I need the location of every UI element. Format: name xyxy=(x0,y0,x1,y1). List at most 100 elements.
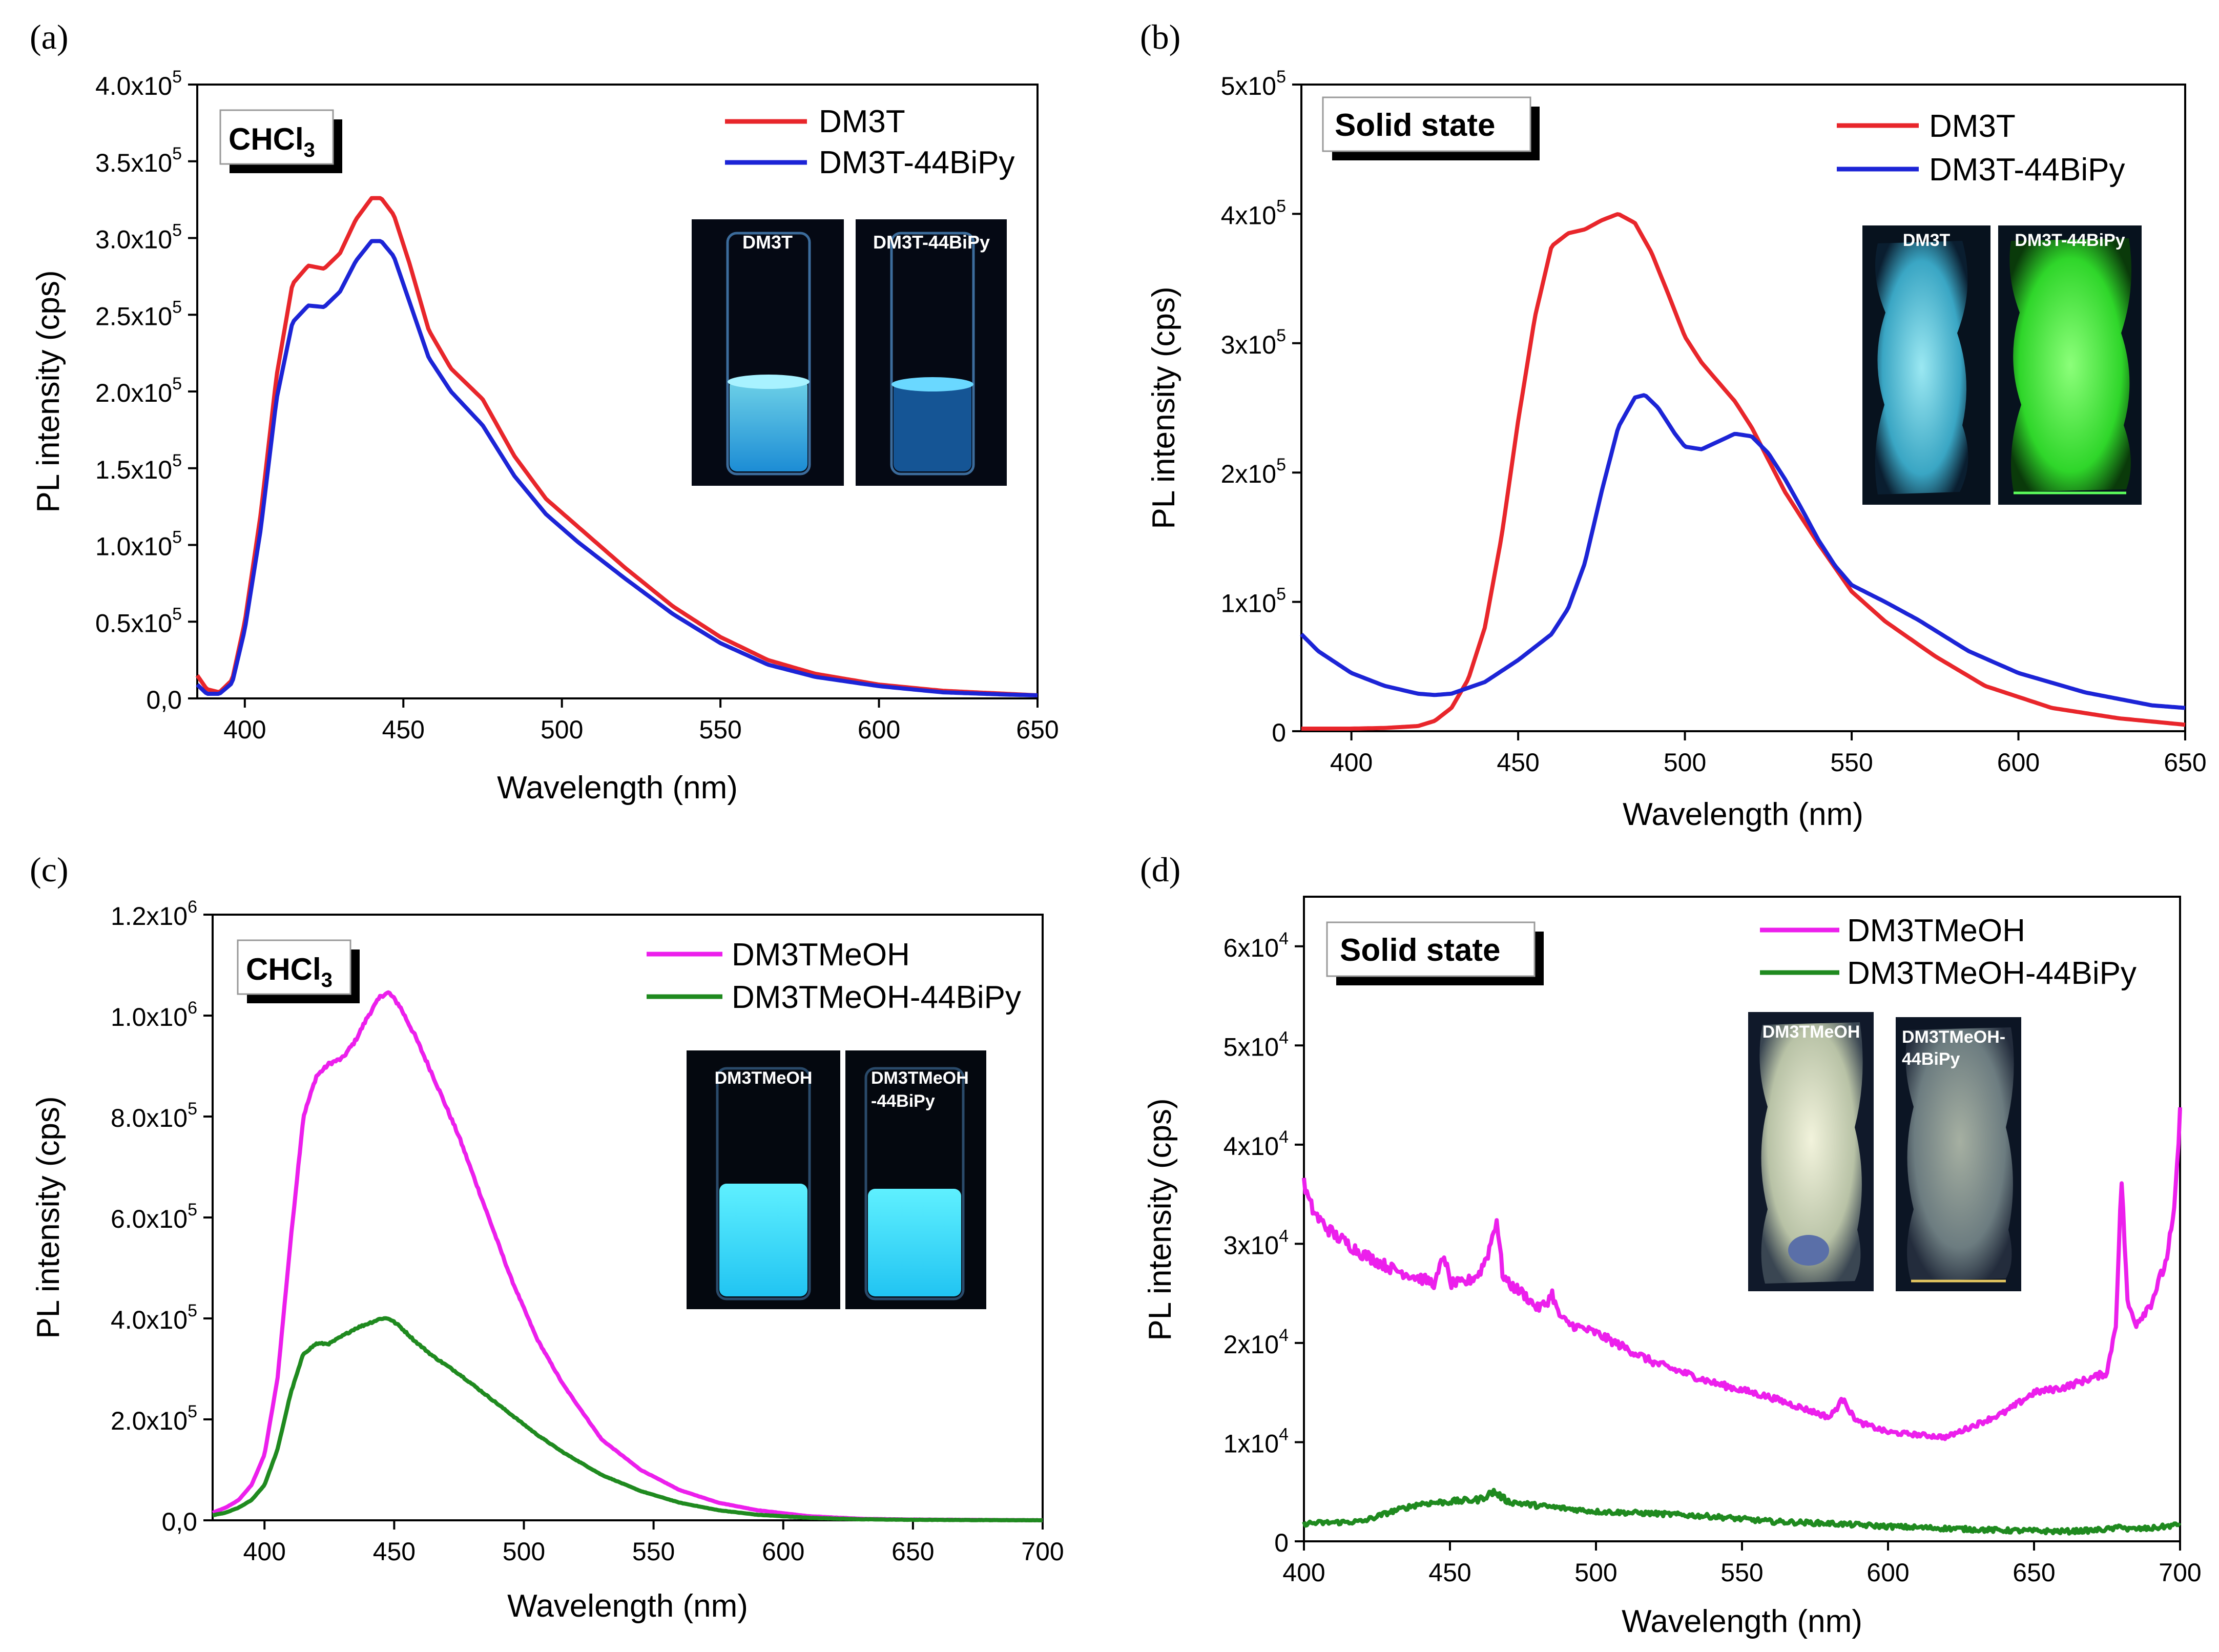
y-tick-label: 0,0 xyxy=(146,686,182,714)
legend-label-dm3t: DM3T xyxy=(819,104,905,139)
inset-label-dm3tmeoh: DM3TMeOH xyxy=(715,1068,813,1088)
inset-label-dm3t: DM3T xyxy=(1903,231,1951,250)
x-tick-label: 700 xyxy=(1021,1537,1064,1566)
y-tick-label: 0,0 xyxy=(161,1508,197,1536)
x-axis-ticks: 400 450 500 550 600 650 700 xyxy=(243,1520,1064,1566)
x-tick-label: 450 xyxy=(373,1537,416,1566)
y-tick-label: 1.2x106 xyxy=(111,897,197,931)
data-series xyxy=(1300,212,2186,731)
y-tick-label: 4x104 xyxy=(1223,1127,1289,1161)
panel-label: (a) xyxy=(30,17,68,56)
legend: DM3TMeOH DM3TMeOH-44BiPy xyxy=(1760,913,2137,991)
legend: DM3T DM3T-44BiPy xyxy=(725,104,1014,180)
y-tick-label: 1.5x105 xyxy=(95,451,182,484)
y-tick-label: 4.0x105 xyxy=(95,67,182,100)
y-tick-label: 6x104 xyxy=(1223,929,1289,962)
panel-c: (c) 0,0 2.0x105 4.0x105 6.0x105 8.0x105 1.0x1… xyxy=(30,850,1064,1624)
y-tick-label: 2.0x105 xyxy=(111,1402,197,1435)
y-tick-label: 8.0x105 xyxy=(111,1099,197,1132)
y-tick-label: 2x105 xyxy=(1221,455,1286,488)
legend-label-dm3tmeoh: DM3TMeOH xyxy=(732,937,910,973)
y-tick-label: 0.5x105 xyxy=(95,604,182,637)
y-tick-label: 2.0x105 xyxy=(95,374,182,407)
plot-frame xyxy=(1303,896,2181,1542)
x-tick-label: 550 xyxy=(632,1537,675,1566)
state-label: Solid state xyxy=(1335,108,1496,143)
y-axis-label: PL intensity (cps) xyxy=(31,270,66,512)
y-axis-label: PL intensity (cps) xyxy=(1146,286,1181,529)
series-line-dm3tmeoh xyxy=(1302,1107,2182,1441)
y-tick-label: 0 xyxy=(1274,1529,1289,1557)
x-tick-label: 500 xyxy=(541,715,583,744)
panel-label: (c) xyxy=(30,850,68,889)
series-line-dm3tmeoh-44bipy xyxy=(212,1316,1044,1522)
solvent-label-box: CHCl3 xyxy=(219,109,342,173)
data-series xyxy=(212,990,1044,1522)
inset-label-dm3tmeoh-44bipy-line2: -44BiPy xyxy=(871,1091,935,1111)
x-tick-label: 650 xyxy=(891,1537,934,1566)
data-series xyxy=(1302,1107,2182,1536)
y-tick-label: 2x104 xyxy=(1223,1326,1289,1359)
inset-photo-vials: DM3T DM3T-44BiPy xyxy=(692,219,1007,486)
legend: DM3T DM3T-44BiPy xyxy=(1837,109,2125,188)
y-axis-ticks: 0,0 0.5x105 1.0x105 1.5x105 2.0x105 2.5x105 3.… xyxy=(95,67,197,714)
x-tick-label: 600 xyxy=(1997,748,2040,777)
legend-label-dm3tmeoh-44bipy: DM3TMeOH-44BiPy xyxy=(732,980,1021,1015)
x-tick-label: 550 xyxy=(1830,748,1873,777)
y-tick-label: 6.0x105 xyxy=(111,1200,197,1233)
solvent-label-box: CHCl3 xyxy=(237,939,360,1003)
x-axis-ticks: 400 450 500 550 600 650 xyxy=(223,698,1059,744)
y-tick-label: 4.0x105 xyxy=(111,1301,197,1334)
inset-label-dm3tmeoh-44bipy-line2: 44BiPy xyxy=(1902,1049,1960,1069)
x-axis-label: Wavelength (nm) xyxy=(507,1588,748,1624)
panel-d: (d) 0 1x104 2x104 3x104 4x104 5x104 6x104 400 4… xyxy=(1140,850,2202,1639)
x-axis-label: Wavelength (nm) xyxy=(497,770,738,806)
y-tick-label: 3.5x105 xyxy=(95,144,182,177)
series-line-dm3tmeoh-44bipy xyxy=(1302,1488,2182,1536)
x-tick-label: 500 xyxy=(503,1537,545,1566)
y-axis-ticks: 0 1x104 2x104 3x104 4x104 5x104 6x104 xyxy=(1223,929,1304,1557)
y-tick-label: 0 xyxy=(1272,718,1286,747)
y-tick-label: 5x104 xyxy=(1223,1028,1289,1061)
plot-frame xyxy=(1300,84,2186,732)
x-tick-label: 400 xyxy=(243,1537,286,1566)
x-tick-label: 600 xyxy=(858,715,900,744)
y-tick-label: 2.5x105 xyxy=(95,297,182,331)
panel-b: (b) 0 1x105 2x105 3x105 4x105 5x105 400 450 500… xyxy=(1140,17,2207,832)
panel-label: (d) xyxy=(1140,850,1180,889)
y-tick-label: 4x105 xyxy=(1221,196,1286,230)
x-tick-label: 600 xyxy=(762,1537,804,1566)
y-axis-ticks: 0,0 2.0x105 4.0x105 6.0x105 8.0x105 1.0x106 1.… xyxy=(111,897,213,1536)
x-tick-label: 550 xyxy=(1720,1558,1763,1587)
x-tick-label: 650 xyxy=(2164,748,2206,777)
inset-label-dm3t: DM3T xyxy=(742,232,793,253)
x-tick-label: 450 xyxy=(1497,748,1539,777)
y-tick-label: 3x104 xyxy=(1223,1226,1289,1259)
x-axis-label: Wavelength (nm) xyxy=(1623,797,1863,832)
panel-label: (b) xyxy=(1140,17,1180,56)
y-axis-ticks: 0 1x105 2x105 3x105 4x105 5x105 xyxy=(1221,67,1301,747)
inset-label-dm3t-44bipy: DM3T-44BiPy xyxy=(873,232,990,253)
y-tick-label: 1x105 xyxy=(1221,585,1286,618)
x-axis-ticks: 400 450 500 550 600 650 700 xyxy=(1282,1541,2202,1587)
y-tick-label: 1x104 xyxy=(1223,1424,1289,1458)
x-axis-label: Wavelength (nm) xyxy=(1622,1604,1862,1639)
inset-label-dm3tmeoh-44bipy-line1: DM3TMeOH xyxy=(871,1068,969,1088)
y-axis-label: PL intensity (cps) xyxy=(1143,1098,1178,1340)
solvent-label: CHCl3 xyxy=(246,952,333,992)
series-line-dm3t-44bipy xyxy=(1300,393,2186,710)
panel-a: (a) 0,0 0.5x105 1.0x105 1.5x105 2.0x105 2.5x1… xyxy=(30,17,1059,806)
legend-label-dm3tmeoh-44bipy: DM3TMeOH-44BiPy xyxy=(1847,956,2137,991)
x-tick-label: 400 xyxy=(223,715,266,744)
x-tick-label: 600 xyxy=(1867,1558,1909,1587)
inset-label-dm3tmeoh: DM3TMeOH xyxy=(1762,1022,1860,1042)
y-tick-label: 3.0x105 xyxy=(95,221,182,254)
inset-label-dm3t-44bipy: DM3T-44BiPy xyxy=(2015,231,2125,250)
x-tick-label: 550 xyxy=(699,715,741,744)
y-tick-label: 3x105 xyxy=(1221,326,1286,359)
legend-label-dm3tmeoh: DM3TMeOH xyxy=(1847,913,2025,948)
legend-label-dm3t-44bipy: DM3T-44BiPy xyxy=(819,145,1014,180)
x-tick-label: 400 xyxy=(1282,1558,1325,1587)
inset-label-dm3tmeoh-44bipy-line1: DM3TMeOH- xyxy=(1902,1027,2005,1047)
